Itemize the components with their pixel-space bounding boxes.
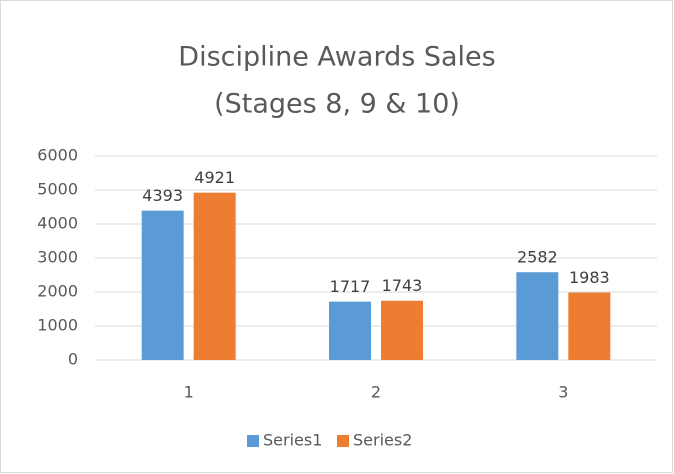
y-tick-label: 6000 [37,146,78,165]
bar [516,272,559,360]
chart-subtitle: (Stages 8, 9 & 10) [214,89,460,120]
legend-label: Series1 [263,431,322,450]
chart-title: Discipline Awards Sales [178,42,495,73]
data-label: 4921 [194,168,235,187]
bar [193,192,236,360]
y-tick-label: 0 [68,350,78,369]
legend-swatch [247,435,259,447]
y-tick-label: 3000 [37,248,78,267]
y-tick-label: 1000 [37,316,78,335]
y-tick-label: 5000 [37,180,78,199]
data-label: 1743 [382,276,423,295]
legend-swatch [337,435,349,447]
x-tick-label: 1 [184,383,194,402]
data-label: 1717 [330,277,371,296]
y-tick-label: 4000 [37,214,78,233]
bar [568,292,611,360]
data-label: 4393 [142,186,183,205]
bar [329,301,371,360]
x-tick-label: 3 [558,383,568,402]
bar [381,300,423,360]
data-label: 2582 [517,248,558,267]
data-label: 1983 [569,268,610,287]
legend-label: Series2 [353,431,412,450]
x-tick-label: 2 [371,383,381,402]
y-tick-label: 2000 [37,282,78,301]
bar [141,210,184,360]
